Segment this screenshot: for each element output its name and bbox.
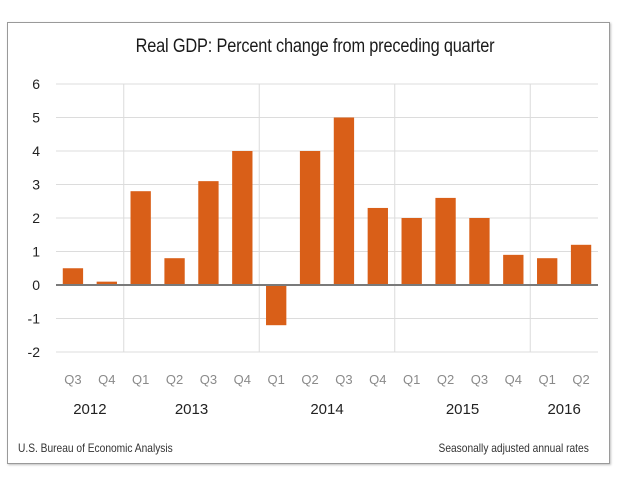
y-tick-label: 1: [32, 244, 40, 260]
year-label: 2015: [446, 401, 479, 418]
year-label: 2013: [175, 401, 208, 418]
x-tick-label: Q1: [132, 372, 149, 387]
y-tick-label: -1: [28, 311, 41, 327]
x-tick-label: Q2: [166, 372, 183, 387]
bar: [333, 117, 355, 285]
bar: [232, 151, 253, 285]
bar: [266, 285, 287, 326]
bars: [62, 117, 592, 326]
y-tick-label: -2: [28, 344, 41, 360]
bar: [130, 191, 151, 285]
y-tick-label: 2: [32, 210, 40, 226]
bar: [164, 258, 185, 285]
x-tick-label: Q4: [98, 372, 115, 387]
bar: [62, 268, 84, 285]
bar: [367, 207, 388, 285]
x-tick-label: Q2: [572, 372, 589, 387]
bar: [401, 218, 422, 285]
year-label: 2012: [73, 401, 106, 418]
x-tick-label: Q4: [234, 372, 251, 387]
year-label: 2016: [547, 401, 580, 418]
bar: [299, 151, 321, 285]
x-tick-label: Q1: [539, 372, 556, 387]
rates-note: Seasonally adjusted annual rates: [438, 441, 589, 455]
bar: [469, 218, 490, 285]
x-tick-label: Q3: [471, 372, 488, 387]
x-tick-label: Q3: [64, 372, 81, 387]
bar: [96, 281, 117, 285]
bar: [435, 197, 456, 285]
bar: [570, 244, 592, 285]
source-note: U.S. Bureau of Economic Analysis: [18, 441, 173, 455]
y-tick-label: 5: [32, 110, 40, 126]
x-tick-label: Q1: [268, 372, 285, 387]
chart-title: Real GDP: Percent change from preceding …: [135, 36, 495, 57]
x-tick-label: Q4: [505, 372, 522, 387]
x-tick-label: Q2: [301, 372, 318, 387]
bar: [503, 254, 524, 285]
y-tick-label: 0: [32, 277, 40, 293]
x-tick-label: Q1: [403, 372, 420, 387]
bar: [198, 181, 219, 285]
x-tick-label: Q4: [369, 372, 386, 387]
y-tick-label: 6: [32, 76, 40, 92]
year-label: 2014: [310, 401, 343, 418]
x-tick-label: Q2: [437, 372, 454, 387]
bar: [537, 258, 558, 285]
x-tick-label: Q3: [335, 372, 352, 387]
y-tick-label: 3: [32, 177, 40, 193]
x-tick-label: Q3: [200, 372, 217, 387]
axis-labels: 6 5 4 3 2 1 0 -1 -2 Q3 Q4 Q1 Q2 Q3 Q4 Q1 Q2 Q3 Q4 Q1 Q2 Q3 Q4 Q…: [28, 76, 590, 418]
y-tick-label: 4: [32, 143, 40, 159]
